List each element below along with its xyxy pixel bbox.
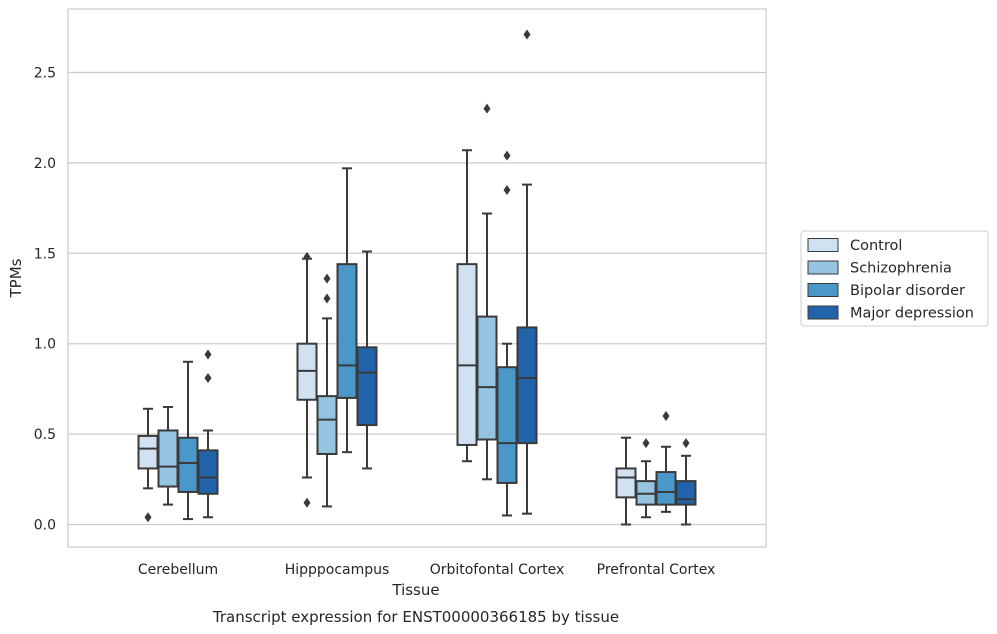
box-1-0 xyxy=(296,251,318,508)
legend-label: Schizophrenia xyxy=(850,261,952,277)
outlier-point xyxy=(503,150,511,161)
x-tick-labels: Cerebellum Hipppocampus Orbitofontal Corte… xyxy=(138,562,715,578)
legend-label: Bipolar disorder xyxy=(850,283,965,299)
legend-label: Control xyxy=(850,238,902,254)
box-iqr xyxy=(157,429,179,488)
box-iqr xyxy=(316,395,338,455)
y-tick-label: 1.0 xyxy=(34,337,56,353)
box-series xyxy=(137,29,697,526)
y-axis-label: TPMs xyxy=(7,258,25,298)
box-0-0 xyxy=(137,407,159,523)
box-3-0 xyxy=(615,436,637,526)
legend-swatch xyxy=(807,238,839,252)
outlier-point xyxy=(682,438,690,449)
box-0-1 xyxy=(157,405,179,506)
box-0-2 xyxy=(177,360,199,521)
outlier-point xyxy=(204,349,212,360)
x-tick-label: Prefrontal Cortex xyxy=(597,562,716,578)
box-1-2 xyxy=(336,167,358,454)
legend-swatch xyxy=(807,260,839,275)
box-iqr xyxy=(476,315,498,441)
y-tick-label: 2.0 xyxy=(34,156,56,172)
box-iqr xyxy=(177,436,199,493)
legend-swatch xyxy=(807,305,839,320)
box-iqr xyxy=(456,263,478,446)
outlier-point xyxy=(303,251,311,262)
y-tick-label: 0.5 xyxy=(34,427,56,443)
plot-frame xyxy=(67,8,767,548)
legend: Control Schizophrenia Bipolar disorder Majo… xyxy=(800,230,989,327)
x-tick-label: Cerebellum xyxy=(138,562,218,578)
outlier-point xyxy=(662,411,670,422)
box-2-2 xyxy=(496,150,518,517)
outlier-point xyxy=(303,497,311,508)
chart-caption: Transcript expression for ENST0000036618… xyxy=(212,608,619,626)
x-tick-label: Hipppocampus xyxy=(285,562,390,578)
box-3-1 xyxy=(635,438,657,519)
box-iqr xyxy=(137,434,159,470)
y-tick-label: 1.5 xyxy=(34,246,56,262)
box-2-1 xyxy=(476,103,498,481)
box-iqr xyxy=(496,366,518,484)
box-iqr xyxy=(197,449,219,495)
outlier-point xyxy=(144,512,152,523)
box-iqr xyxy=(615,467,637,499)
box-2-0 xyxy=(456,149,478,463)
outlier-point xyxy=(642,438,650,449)
legend-frame xyxy=(800,230,989,327)
outlier-point xyxy=(323,293,331,304)
box-1-3 xyxy=(356,250,378,470)
outlier-point xyxy=(323,273,331,284)
outlier-point xyxy=(483,103,491,114)
box-iqr xyxy=(356,346,378,427)
x-tick-label: Orbitofontal Cortex xyxy=(430,562,565,578)
y-tick-label: 0.0 xyxy=(34,518,56,534)
box-1-1 xyxy=(316,273,338,508)
y-tick-labels: 0.0 0.5 1.0 1.5 2.0 2.5 xyxy=(34,66,56,534)
box-iqr xyxy=(516,326,538,445)
box-3-2 xyxy=(655,411,677,513)
outlier-point xyxy=(523,29,531,40)
box-iqr xyxy=(655,471,677,506)
outlier-point xyxy=(503,185,511,196)
box-2-3 xyxy=(516,29,538,515)
y-tick-label: 2.5 xyxy=(34,66,56,82)
box-iqr xyxy=(336,263,358,399)
box-3-3 xyxy=(675,438,697,526)
legend-swatch xyxy=(807,283,839,297)
x-axis-label: Tissue xyxy=(391,581,439,599)
box-0-3 xyxy=(197,349,219,519)
gridlines xyxy=(68,71,766,526)
box-iqr xyxy=(675,480,697,506)
legend-label: Major depression xyxy=(850,306,974,322)
outlier-point xyxy=(204,373,212,384)
